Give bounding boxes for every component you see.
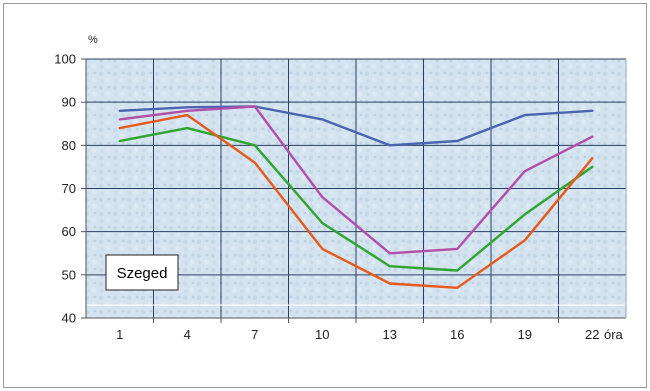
gridlines — [86, 58, 626, 318]
series-lines — [118, 105, 594, 289]
x-tick-label: 22 — [585, 327, 599, 342]
y-tick-label: 80 — [62, 138, 76, 153]
series-line-1 — [118, 105, 594, 147]
y-tick-label: 90 — [62, 95, 76, 110]
x-tick-label: 13 — [383, 327, 397, 342]
y-tick-label: 70 — [62, 181, 76, 196]
city-annotation-box — [105, 254, 179, 291]
x-tick-labels: 1 4 7 10 13 16 19 22 — [116, 327, 599, 342]
axes — [81, 58, 627, 323]
y-tick-label: 50 — [62, 267, 76, 282]
series-line-3 — [118, 126, 594, 272]
y-tick-labels: 40 50 60 70 80 90 100 — [54, 52, 76, 326]
series-line-4 — [118, 113, 594, 289]
y-tick-label: 100 — [54, 52, 76, 67]
x-axis-label: óra — [604, 327, 624, 342]
x-tick-label: 1 — [116, 327, 123, 342]
x-tick-label: 19 — [518, 327, 532, 342]
y-axis-label: % — [88, 34, 98, 46]
x-tick-label: 4 — [184, 327, 191, 342]
series-line-2 — [118, 105, 594, 255]
x-tick-label: 10 — [315, 327, 329, 342]
city-annotation-label: Szeged — [117, 265, 168, 282]
x-tick-label: 7 — [251, 327, 258, 342]
x-tick-label: 16 — [450, 327, 464, 342]
city-annotation: Szeged — [105, 254, 179, 291]
y-tick-label: 60 — [62, 224, 76, 239]
y-tick-label: 40 — [62, 311, 76, 326]
